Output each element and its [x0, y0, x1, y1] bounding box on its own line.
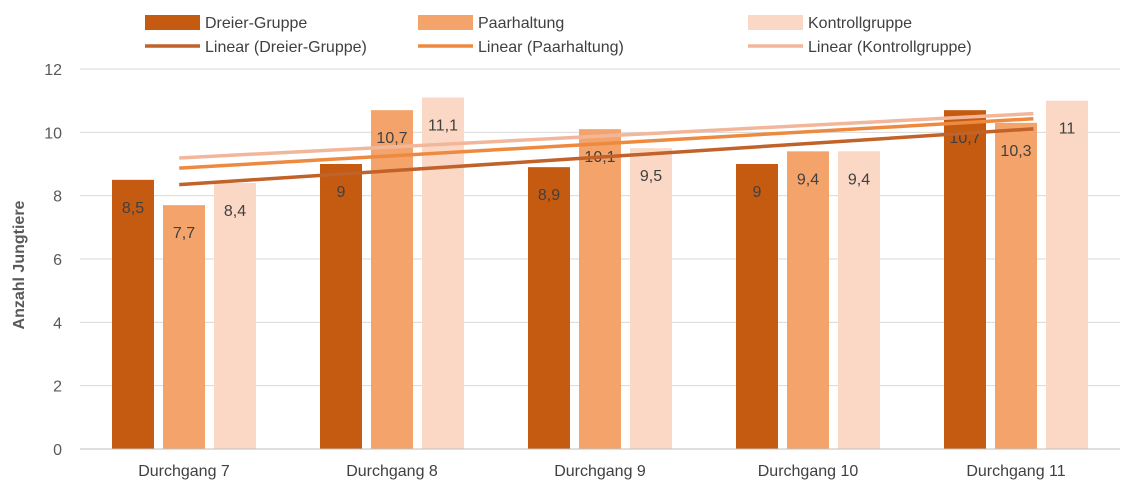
bar: [371, 110, 413, 450]
bar: [214, 183, 256, 449]
legend-label: Kontrollgruppe: [808, 15, 912, 32]
trendline: [179, 116, 1034, 170]
data-label: 8,9: [538, 187, 560, 204]
bar: [787, 151, 829, 450]
data-label: 11,1: [428, 118, 458, 135]
y-tick-label: 12: [44, 62, 62, 79]
bar: [320, 164, 362, 449]
y-tick-label: 2: [53, 379, 62, 396]
data-label: 9: [753, 184, 762, 201]
data-label: 10,7: [376, 130, 407, 147]
bar: [736, 164, 778, 449]
bar: [112, 179, 154, 450]
data-label: 11: [1059, 121, 1076, 138]
bar: [422, 97, 464, 449]
x-tick-label: Durchgang 7: [138, 463, 230, 480]
data-label: 7,7: [173, 225, 195, 242]
bar: [579, 129, 621, 449]
bar: [944, 110, 986, 450]
legend-label: Paarhaltung: [478, 15, 564, 32]
bar: [995, 122, 1037, 449]
data-label: 9,4: [797, 171, 819, 188]
data-label: 10,3: [1000, 143, 1031, 160]
legend-swatch: [145, 15, 200, 30]
trendline: [179, 111, 1034, 160]
y-tick-label: 10: [44, 125, 62, 142]
bar: [1046, 100, 1088, 450]
legend-swatch: [748, 15, 803, 30]
y-tick-label: 4: [53, 315, 62, 332]
data-label: 9,5: [640, 168, 662, 185]
x-tick-label: Durchgang 8: [346, 463, 438, 480]
y-tick-label: 8: [53, 189, 62, 206]
y-axis-title: Anzahl Jungtiere: [11, 200, 28, 329]
legend-label: Linear (Dreier-Gruppe): [205, 39, 367, 56]
x-tick-label: Durchgang 9: [554, 463, 646, 480]
data-label: 8,4: [224, 203, 246, 220]
x-tick-label: Durchgang 11: [966, 463, 1065, 480]
legend-label: Linear (Paarhaltung): [478, 39, 624, 56]
axes: 0 2 4 6 8 10 12 Durchgang 7 Durchgang 8 Durchgang…: [44, 62, 1120, 480]
trendline: [179, 127, 1034, 187]
data-label: 9,4: [848, 171, 870, 188]
bar: [630, 148, 672, 449]
legend-label: Dreier-Gruppe: [205, 15, 307, 32]
trendlines: [179, 111, 1034, 187]
y-tick-label: 0: [53, 442, 62, 459]
data-label: 8,5: [122, 200, 144, 217]
x-tick-label: Durchgang 10: [758, 463, 859, 480]
bar: [528, 167, 570, 449]
legend: Dreier-Gruppe Paarhaltung Kontrollgruppe Li…: [145, 15, 972, 56]
legend-label: Linear (Kontrollgruppe): [808, 39, 972, 56]
bar: [838, 151, 880, 450]
legend-swatch: [418, 15, 473, 30]
y-tick-label: 6: [53, 252, 62, 269]
data-label: 9: [337, 184, 346, 201]
bar: [163, 205, 205, 449]
bars: [112, 97, 1088, 450]
